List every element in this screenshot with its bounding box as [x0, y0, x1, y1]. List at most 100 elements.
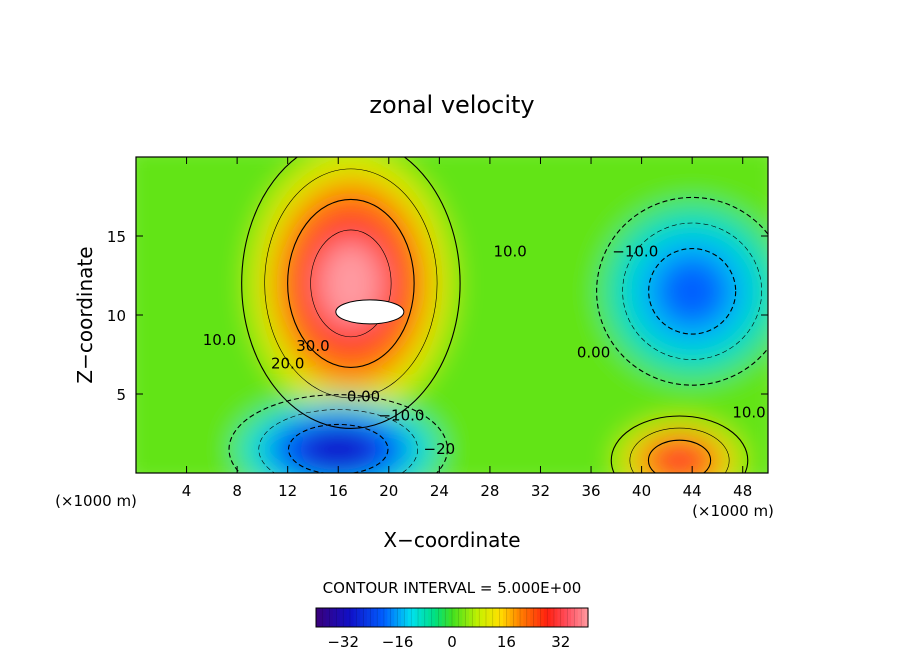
colorbar-cell — [455, 608, 460, 627]
x-axis-ticks: 4 8 12 16 20 24 28 32 36 40 44 48 — [182, 157, 752, 500]
y-tick-label: 10 — [107, 307, 126, 325]
colorbar-cell — [547, 608, 552, 627]
contour-line-0-0 — [241, 157, 461, 429]
colorbar-ticks: −32 −16 0 16 32 — [327, 633, 570, 651]
colorbar-cell — [384, 608, 388, 627]
colorbar-cell — [404, 608, 409, 627]
colorbar-cell — [543, 608, 548, 627]
x-tick-label: 12 — [278, 482, 297, 500]
colorbar-cell — [424, 608, 429, 627]
plot-area — [136, 157, 768, 473]
colorbar-cell — [492, 608, 497, 627]
colorbar-cell — [489, 608, 494, 627]
x-tick-label: 48 — [733, 482, 752, 500]
colorbar-cell — [445, 608, 450, 627]
field-max-core — [335, 299, 405, 325]
colorbar-cell — [316, 608, 320, 627]
contour-line-2-1 — [629, 427, 730, 473]
chart-title: zonal velocity — [369, 91, 534, 119]
colorbar-cell — [472, 608, 477, 627]
colorbar-tick-label: −32 — [327, 633, 359, 651]
contour-label: −20 — [424, 440, 456, 458]
velocity-field — [136, 157, 768, 473]
colorbar-tick-label: 32 — [551, 633, 570, 651]
contour-label: −10.0 — [378, 407, 424, 425]
colorbar-cell — [496, 608, 501, 627]
colorbar-cell — [346, 608, 351, 627]
colorbar-cell — [336, 608, 341, 627]
colorbar-cell — [479, 608, 484, 627]
contour-line-3-0 — [596, 196, 768, 386]
x-unit-right: (×1000 m) — [692, 502, 774, 520]
colorbar-cell — [353, 608, 358, 627]
x-tick-label: 20 — [379, 482, 398, 500]
colorbar-cell — [486, 608, 490, 627]
colorbar-frame — [315, 607, 589, 628]
colorbar-cell — [380, 608, 385, 627]
colorbar-cell — [584, 608, 589, 627]
colorbar-cell — [509, 608, 514, 627]
colorbar-cell — [550, 608, 555, 627]
colorbar — [315, 608, 589, 627]
colorbar-cell — [475, 608, 480, 627]
contour-line-3-1 — [622, 222, 762, 360]
colorbar-cell — [452, 608, 456, 627]
colorbar-cell — [530, 608, 535, 627]
colorbar-cell — [411, 608, 416, 627]
colorbar-cell — [414, 608, 419, 627]
contour-line-1-0 — [228, 394, 448, 473]
x-tick-label: 8 — [232, 482, 242, 500]
contour-line-1-1 — [258, 409, 418, 473]
colorbar-tick-label: −16 — [382, 633, 414, 651]
colorbar-cell — [377, 608, 382, 627]
x-tick-label: 32 — [531, 482, 550, 500]
contour-line-0-2 — [287, 198, 415, 368]
colorbar-cell — [343, 608, 348, 627]
contour-line-0-1 — [264, 168, 438, 399]
colorbar-cell — [458, 608, 463, 627]
colorbar-cell — [557, 608, 562, 627]
x-tick-label: 24 — [430, 482, 449, 500]
y-axis-ticks: 5 10 15 — [107, 228, 768, 404]
contour-line-3-2 — [648, 248, 737, 335]
colorbar-tick-label: 0 — [447, 633, 457, 651]
colorbar-cell — [319, 608, 324, 627]
field-region-3-2 — [655, 255, 729, 328]
contour-label: 30.0 — [296, 337, 329, 355]
colorbar-cell — [503, 608, 507, 627]
colorbar-cell — [574, 608, 579, 627]
x-axis-label: X−coordinate — [383, 528, 520, 552]
colorbar-cell — [520, 608, 524, 627]
x-tick-label: 4 — [182, 482, 192, 500]
contour-label: 0.00 — [347, 388, 380, 406]
contour-line-1-2 — [287, 423, 389, 473]
x-tick-label: 36 — [581, 482, 600, 500]
x-tick-label: 44 — [683, 482, 702, 500]
colorbar-cell — [554, 608, 558, 627]
colorbar-cell — [435, 608, 439, 627]
colorbar-cell — [370, 608, 375, 627]
colorbar-cell — [390, 608, 395, 627]
colorbar-cell — [418, 608, 422, 627]
colorbar-cell — [350, 608, 354, 627]
colorbar-cell — [421, 608, 426, 627]
x-unit-left: (×1000 m) — [55, 492, 137, 510]
colorbar-cell — [387, 608, 392, 627]
colorbar-cell — [373, 608, 378, 627]
field-region-1-2 — [296, 428, 380, 471]
colorbar-cell — [356, 608, 361, 627]
contour-line-0-3 — [310, 229, 392, 338]
y-axis-label: Z−coordinate — [73, 246, 97, 383]
colorbar-cell — [540, 608, 545, 627]
contour-label: 0.00 — [577, 343, 610, 361]
contour-label: 10.0 — [493, 242, 526, 260]
colorbar-cell — [326, 608, 331, 627]
colorbar-cell — [567, 608, 572, 627]
colorbar-cell — [533, 608, 538, 627]
colorbar-cell — [401, 608, 405, 627]
colorbar-cell — [394, 608, 399, 627]
colorbar-cell — [571, 608, 575, 627]
colorbar-cell — [513, 608, 518, 627]
